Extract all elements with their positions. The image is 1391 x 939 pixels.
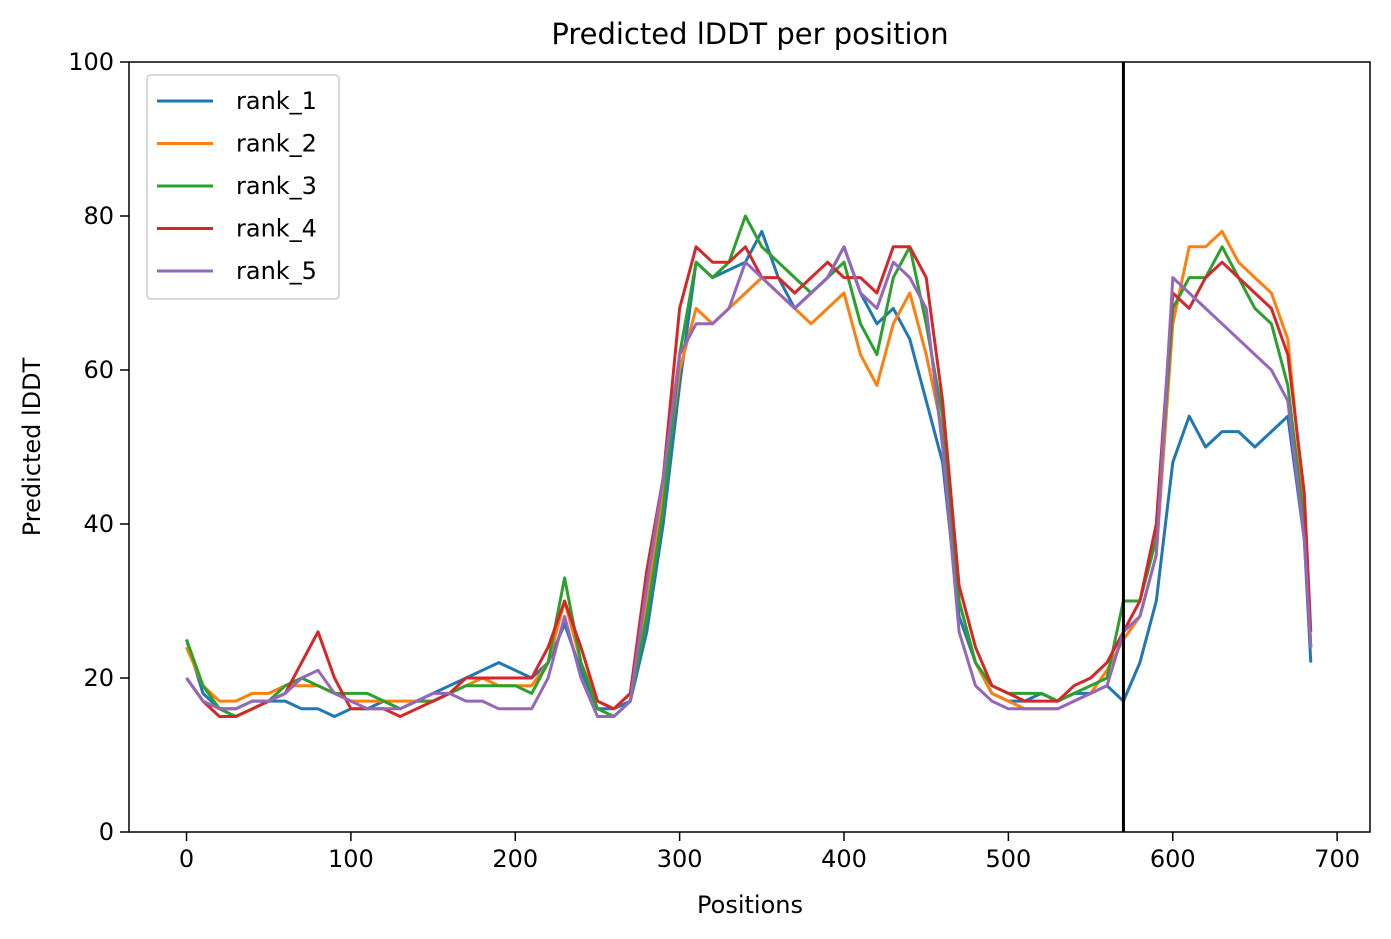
legend-label-rank_3: rank_3	[236, 172, 317, 200]
y-tick-label: 100	[68, 48, 114, 76]
x-tick-label: 600	[1150, 845, 1196, 873]
y-tick-label: 60	[83, 356, 114, 384]
legend-label-rank_4: rank_4	[236, 215, 317, 243]
y-tick-label: 40	[83, 510, 114, 538]
x-tick-label: 200	[492, 845, 538, 873]
series-layer	[185, 214, 1313, 718]
x-tick-label: 700	[1314, 845, 1360, 873]
legend: rank_1 rank_2 rank_3 rank_4 rank_5	[146, 74, 340, 300]
legend-label-rank_1: rank_1	[236, 87, 317, 115]
plot-frame	[128, 61, 1371, 833]
y-axis-label: Predicted lDDT	[18, 357, 46, 536]
series-line-rank_2	[185, 229, 1313, 711]
x-tick-label: 0	[179, 845, 194, 873]
y-tick-label: 0	[99, 818, 114, 846]
y-tick-label: 20	[83, 664, 114, 692]
x-tick-label: 100	[328, 845, 374, 873]
legend-label-rank_2: rank_2	[236, 130, 317, 158]
x-tick-label: 500	[985, 845, 1031, 873]
y-axis-ticks: 0 20 40 60 80 100	[68, 48, 129, 846]
series-line-rank_4	[185, 245, 1313, 718]
series-line-rank_1	[185, 229, 1313, 718]
series-line-rank_5	[185, 245, 1313, 718]
x-axis-ticks: 0 100 200 300 400 500 600 700	[179, 832, 1360, 873]
x-tick-label: 400	[821, 845, 867, 873]
x-tick-label: 300	[657, 845, 703, 873]
x-axis-label: Positions	[697, 891, 803, 919]
chart-title: Predicted lDDT per position	[551, 17, 948, 51]
series-line-rank_3	[185, 214, 1313, 718]
legend-box	[146, 74, 340, 300]
legend-label-rank_5: rank_5	[236, 257, 317, 285]
y-tick-label: 80	[83, 202, 114, 230]
